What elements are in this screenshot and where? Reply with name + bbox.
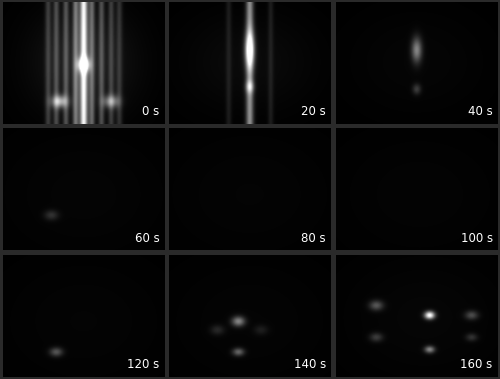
Text: 160 s: 160 s [460,358,492,371]
Text: 100 s: 100 s [460,232,492,245]
Text: 120 s: 120 s [127,358,160,371]
Text: 0 s: 0 s [142,105,160,118]
Text: 20 s: 20 s [301,105,326,118]
Text: 60 s: 60 s [134,232,160,245]
Text: 40 s: 40 s [468,105,492,118]
Text: 140 s: 140 s [294,358,326,371]
Text: 80 s: 80 s [302,232,326,245]
